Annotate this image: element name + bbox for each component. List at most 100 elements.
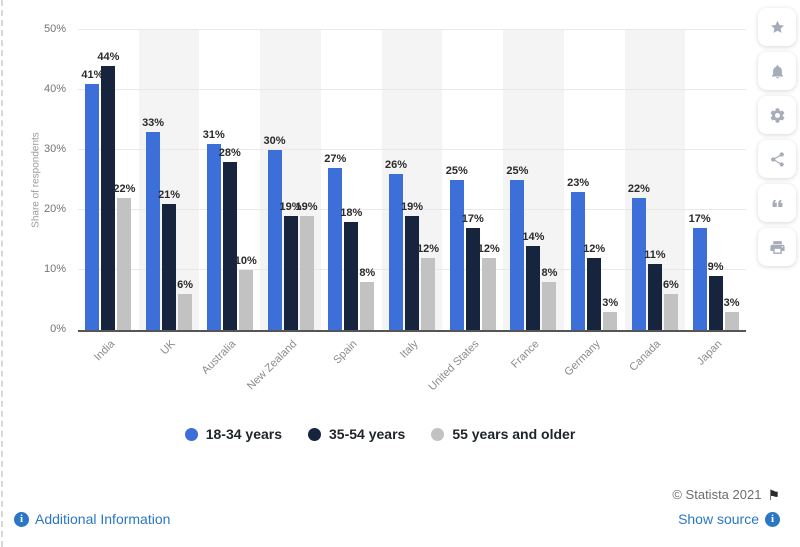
bar: 12% [478,243,500,330]
bar-group: 31% 28% 10% [199,30,260,330]
bar: 21% [158,189,180,330]
bar: 12% [417,243,439,330]
bar: 33% [142,117,164,330]
action-rail [758,8,796,266]
bar-value-label: 8% [359,267,376,279]
x-axis-label: Spain [331,338,360,367]
bar: 11% [644,249,666,330]
bar-value-label: 12% [477,243,500,255]
legend-dot [184,427,198,441]
info-icon: i [14,511,29,527]
bar: 3% [724,297,740,330]
bar: 19% [296,201,318,330]
legend-item: 55 years and older [431,426,575,442]
bar-group: 26% 19% 12% [382,30,443,330]
bar-value-label: 14% [522,231,545,243]
bar-value-label: 21% [158,189,181,201]
star-icon [770,20,784,33]
bar: 28% [219,147,241,330]
bar: 31% [203,129,225,330]
legend-dot [308,427,322,441]
bar: 27% [324,153,346,330]
legend-label: 35-54 years [329,426,406,442]
x-axis-label: United States [426,338,482,394]
show-source-label: Show source [678,511,759,527]
bar-value-label: 25% [506,165,529,177]
bar: 12% [583,243,605,330]
bar: 44% [97,51,119,330]
bar-value-label: 3% [723,297,740,309]
bar-value-label: 25% [445,165,468,177]
cite-button[interactable] [758,184,796,222]
x-axis: India UK Australia New Zealand Spain Italy Uni… [78,330,746,405]
bar: 25% [506,165,528,330]
bar: 10% [235,255,257,330]
bar-value-label: 9% [707,261,724,273]
y-tick-label: 30% [43,143,66,155]
bar-group: 17% 9% 3% [685,30,746,330]
legend-label: 55 years and older [452,426,576,442]
bar: 19% [280,201,302,330]
bell-icon [771,64,783,78]
bar-value-label: 17% [688,213,711,225]
favorite-button[interactable] [758,8,796,46]
bar-group: 41% 44% 22% [78,30,139,330]
bar-value-label: 19% [295,201,318,213]
bar: 8% [541,267,557,330]
dashed-left-border [1,0,3,547]
bar-value-label: 6% [662,279,679,291]
y-tick-label: 10% [43,263,66,275]
show-source-link[interactable]: Show source i [678,511,780,527]
bar-group: 33% 21% 6% [139,30,200,330]
bar-value-label: 10% [234,255,257,267]
bar: 30% [264,135,286,330]
bar: 6% [663,279,679,330]
chart-legend: 18-34 years 35-54 years 55 years and older [0,426,760,442]
bar-group: 30% 19% 19% [260,30,321,330]
y-tick-label: 20% [43,203,66,215]
bar: 14% [522,231,544,330]
bar-value-label: 3% [602,297,619,309]
bar: 19% [401,201,423,330]
copyright-note: © Statista 2021 ⚑ [672,487,780,502]
additional-information-link[interactable]: i Additional Information [14,511,170,527]
legend-dot [431,427,445,441]
print-button[interactable] [758,228,796,266]
x-axis-label: New Zealand [244,338,300,393]
notifications-button[interactable] [758,52,796,90]
bar: 41% [81,69,103,330]
x-axis-label: Italy [397,338,421,361]
settings-button[interactable] [758,96,796,134]
share-icon [770,151,784,167]
legend-label: 18-34 years [205,426,283,442]
x-axis-label: Australia [199,338,239,377]
bar: 9% [708,261,724,330]
bar-value-label: 19% [400,201,423,213]
gridline [78,89,746,90]
bar-group: 23% 12% 3% [564,30,625,330]
additional-information-label: Additional Information [35,511,171,527]
bar-value-label: 18% [340,207,363,219]
bar-value-label: 22% [113,183,136,195]
x-axis-label: Japan [694,338,725,368]
bar-value-label: 23% [567,177,590,189]
quote-icon [772,199,782,207]
bar: 17% [462,213,484,330]
bar: 26% [385,159,407,330]
bar-value-label: 12% [583,243,606,255]
bar-value-label: 27% [324,153,347,165]
copyright-text: © Statista 2021 [672,487,762,502]
plot-area: 41% 44% 22% 33% 21% 6% 31% 28% 10% 30% 19% 19% 27% 18… [78,29,746,332]
flag-icon: ⚑ [767,486,780,503]
share-button[interactable] [758,140,796,178]
bar: 17% [689,213,711,330]
bar-value-label: 22% [627,183,650,195]
y-tick-label: 40% [43,83,66,95]
bar: 22% [113,183,135,330]
bar-group: 25% 17% 12% [442,30,503,330]
bar: 3% [602,297,618,330]
bar: 8% [359,267,375,330]
bar-value-label: 33% [142,117,165,129]
legend-item: 18-34 years [184,426,283,442]
y-tick-label: 50% [43,23,66,35]
